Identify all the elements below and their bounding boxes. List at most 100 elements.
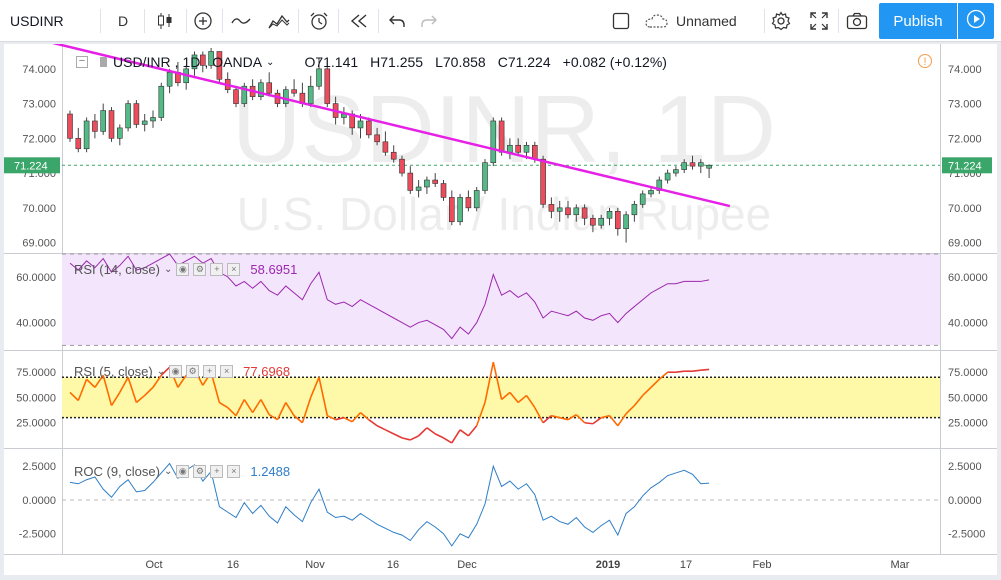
close-icon[interactable]: × [220,365,234,378]
replay-button[interactable] [344,6,374,36]
rsi5-legend: RSI (5, close) ⌄ ◉ ⚙ + × 77.6968 [74,364,290,379]
settings-icon[interactable]: ⚙ [193,263,207,276]
rsi5-segment [160,366,171,376]
candle-body [307,85,314,104]
settings-button[interactable] [766,6,796,36]
candle-body [565,207,571,216]
rsi5-segment [318,377,329,416]
rsi5-segment [525,395,536,409]
eye-icon[interactable]: ◉ [176,465,190,478]
chart-type-button[interactable] [150,6,180,36]
candle-body [415,186,422,191]
chevron-down-icon[interactable]: ⌄ [163,466,173,477]
rsi5-segment [592,417,602,425]
candle-body [432,179,439,184]
rsi5-segment [276,402,287,421]
compare-button[interactable] [188,6,218,36]
rsi5-segment [567,413,577,421]
candles-icon [157,12,173,30]
settings-icon[interactable]: ⚙ [186,365,200,378]
plus-icon[interactable]: + [210,465,224,478]
candle-body [482,162,488,191]
settings-icon[interactable]: ⚙ [193,465,207,478]
financials-button[interactable] [264,6,294,36]
close-icon[interactable]: × [227,465,241,478]
rsi5-segment [135,394,146,404]
redo-icon [421,14,437,28]
candle-body [639,193,646,205]
plus-icon[interactable]: + [203,365,217,378]
candle-body [67,113,73,139]
candle-body [365,120,372,136]
rsi5-segment [177,374,187,388]
candle-body [531,144,538,160]
rsi5-segment [534,407,544,424]
rsi5-segment [617,413,627,427]
candle-body [465,197,472,209]
expand-icon [810,12,828,30]
chevron-down-icon[interactable]: ⌄ [156,366,166,377]
candle-body [457,197,463,223]
rsi5-segment [484,361,495,403]
toolbar-divider [298,9,299,33]
collapse-icon[interactable]: − [76,56,88,68]
rewind-icon [350,14,368,28]
undo-button[interactable] [382,6,412,36]
candle-body [258,82,264,97]
candle-body [424,179,430,188]
pin-icon [100,57,107,67]
layout-name-button[interactable]: Unnamed [644,6,766,36]
symbol-search-button[interactable]: USDINR [10,6,80,36]
roc-tick-left: 2.5000 [22,461,56,473]
roc-tick-left: -2.5000 [19,529,56,541]
rsi5-segment [251,399,262,414]
snapshot-button[interactable] [842,6,872,36]
camera-icon [846,12,868,30]
publish-options-button[interactable] [958,3,994,39]
interval-button[interactable]: D [108,6,138,36]
legend-separator: , [204,54,209,70]
rsi5-tick-left: 25.0000 [16,418,56,430]
close-icon[interactable]: × [227,263,241,276]
price-tick-left: 72.000 [22,133,56,145]
rsi5-segment [517,394,528,404]
indicators-button[interactable] [226,6,256,36]
time-tick: Dec [457,559,477,571]
candle-body [291,89,297,94]
roc-label: ROC (9, close) [74,464,160,479]
redo-button[interactable] [414,6,444,36]
rsi5-segment [551,414,560,419]
rsi5-segment [301,397,312,423]
rsi14-tick-right: 40.0000 [948,318,988,330]
toolbar-divider [222,9,223,33]
candle-body [656,179,663,191]
eye-icon[interactable]: ◉ [169,365,183,378]
fullscreen-toggle-button[interactable] [606,6,636,36]
price-tick-right: 69.000 [948,238,982,250]
rsi5-segment [633,394,644,407]
rsi5-tick-left: 50.0000 [16,392,56,404]
time-tick: 17 [680,559,692,571]
alert-button[interactable] [304,6,334,36]
fullscreen-button[interactable] [804,6,834,36]
rsi5-segment [501,391,511,401]
legend-close: C71.224 [497,54,551,70]
price-tick-left: 69.000 [22,238,56,250]
chevron-down-icon[interactable]: ⌄ [163,264,173,275]
warning-icon[interactable]: ! [918,54,932,68]
rsi5-segment [110,391,121,406]
gear-icon [771,11,791,31]
plus-icon[interactable]: + [210,263,224,276]
time-tick: 2019 [596,559,620,571]
top-toolbar: USDINR D Unnamed Publi [0,0,1001,42]
chart-area[interactable]: 74.000 74.000 73.000 73.000 72.000 72.000 71.0… [4,39,997,575]
wave-icon [231,15,251,27]
rsi5-segment [102,375,113,406]
eye-icon[interactable]: ◉ [176,263,190,276]
rsi5-label: RSI (5, close) [74,364,153,379]
rsi5-tick-right: 50.0000 [948,392,988,404]
chevron-down-icon[interactable]: ⌄ [266,56,275,68]
publish-button[interactable]: Publish [879,3,957,39]
rsi14-tick-right: 60.0000 [948,272,988,284]
